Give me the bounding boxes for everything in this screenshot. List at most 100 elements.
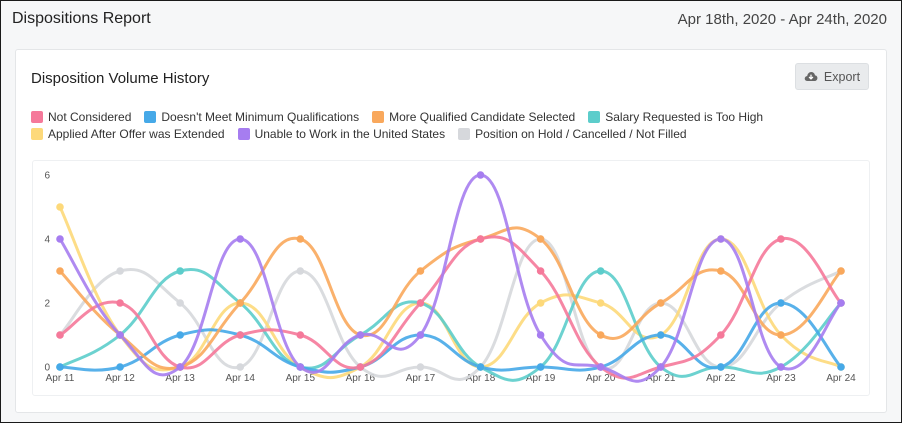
chart-legend: Not Considered Doesn't Meet Minimum Qual… [31, 108, 881, 142]
data-point [536, 331, 545, 339]
x-tick-label: Apr 23 [766, 373, 796, 384]
data-point [56, 203, 64, 211]
data-point [536, 299, 545, 307]
data-point [236, 363, 245, 371]
data-point [717, 267, 725, 275]
data-point [777, 363, 785, 371]
data-point [416, 363, 425, 371]
legend-item[interactable]: Salary Requested is Too High [588, 110, 763, 124]
data-point [116, 299, 124, 307]
legend-swatch [31, 110, 43, 123]
export-label: Export [823, 69, 861, 84]
data-point [416, 299, 425, 307]
series-line [58, 268, 843, 382]
data-point [56, 331, 64, 339]
data-point [56, 267, 64, 275]
data-point [596, 299, 605, 307]
legend-item[interactable]: Not Considered [31, 110, 131, 124]
legend-label: Salary Requested is Too High [605, 109, 764, 124]
data-point [116, 363, 124, 371]
data-point [176, 299, 184, 307]
data-point [837, 299, 845, 307]
data-point [656, 331, 665, 339]
data-point [176, 267, 184, 275]
legend-label: More Qualified Candidate Selected [389, 109, 576, 124]
data-point [56, 363, 64, 371]
data-point [536, 235, 545, 243]
data-point [476, 235, 485, 243]
x-tick-label: Apr 21 [646, 373, 676, 384]
data-point [116, 331, 124, 339]
page-title: Dispositions Report [12, 10, 151, 27]
x-tick-label: Apr 18 [466, 373, 496, 384]
x-tick-label: Apr 15 [286, 373, 316, 384]
data-point [236, 299, 245, 307]
legend-swatch [458, 127, 471, 140]
legend-item[interactable]: Unable to Work in the United States [237, 127, 445, 141]
legend-item[interactable]: Position on Hold / Cancelled / Not Fille… [458, 126, 687, 141]
legend-item[interactable]: Doesn't Meet Minimum Qualifications [144, 110, 359, 124]
data-point [596, 363, 605, 371]
data-point [837, 363, 845, 371]
date-range[interactable]: Apr 18th, 2020 - Apr 24th, 2020 [677, 11, 887, 28]
data-point [296, 267, 305, 275]
legend-label: Doesn't Meet Minimum Qualifications [161, 109, 360, 124]
legend-swatch [372, 110, 385, 123]
data-point [717, 363, 725, 371]
data-point [476, 363, 485, 371]
legend-label: Applied After Offer was Extended [48, 126, 225, 141]
legend-row-2: Applied After Offer was Extended Unable … [31, 125, 881, 142]
legend-swatch [144, 110, 157, 123]
data-point [416, 267, 425, 275]
legend-item[interactable]: Applied After Offer was Extended [31, 127, 225, 141]
data-point [56, 235, 64, 243]
x-tick-label: Apr 19 [526, 373, 556, 384]
y-tick-label: 4 [44, 235, 50, 246]
data-point [176, 363, 184, 371]
y-tick-label: 6 [44, 171, 50, 182]
data-point [356, 331, 365, 339]
legend-label: Position on Hold / Cancelled / Not Fille… [475, 126, 687, 141]
series-line [58, 235, 843, 380]
data-point [296, 363, 305, 371]
data-point [777, 299, 785, 307]
chart-area: 0 2 4 6 Apr 11 Apr 12 Apr 13 Apr 14 Apr 15 Apr 16… [32, 160, 870, 396]
data-point [476, 171, 485, 179]
data-point [356, 363, 365, 371]
data-point [596, 267, 605, 275]
y-tick-label: 2 [44, 299, 50, 310]
data-point [296, 331, 305, 339]
x-tick-label: Apr 13 [165, 373, 195, 384]
data-point [656, 363, 665, 371]
data-point [596, 331, 605, 339]
data-point [536, 267, 545, 275]
data-point [236, 235, 245, 243]
data-point [176, 331, 184, 339]
x-tick-label: Apr 16 [346, 373, 376, 384]
data-point [717, 235, 725, 243]
data-point [717, 331, 725, 339]
report-header: Dispositions Report Apr 18th, 2020 - Apr… [1, 1, 901, 41]
data-point [236, 331, 245, 339]
data-point [416, 331, 425, 339]
legend-label: Not Considered [48, 109, 132, 124]
cloud-download-icon [804, 72, 818, 81]
data-point [296, 235, 305, 243]
line-chart: 0 2 4 6 Apr 11 Apr 12 Apr 13 Apr 14 Apr 15 Apr 16… [44, 171, 856, 385]
legend-row-1: Not Considered Doesn't Meet Minimum Qual… [31, 108, 881, 125]
x-tick-label: Apr 24 [826, 373, 856, 384]
x-tick-label: Apr 22 [706, 373, 736, 384]
series-line [58, 205, 843, 379]
legend-item[interactable]: More Qualified Candidate Selected [372, 110, 575, 124]
x-tick-label: Apr 11 [46, 373, 75, 384]
data-point [777, 235, 785, 243]
data-point [777, 331, 785, 339]
legend-swatch [588, 110, 601, 123]
x-tick-label: Apr 17 [406, 373, 436, 384]
disposition-volume-card: Disposition Volume History Export Not Co… [15, 49, 887, 413]
data-point [536, 363, 545, 371]
x-tick-label: Apr 12 [105, 373, 135, 384]
export-button[interactable]: Export [795, 63, 869, 90]
legend-swatch [237, 127, 250, 140]
